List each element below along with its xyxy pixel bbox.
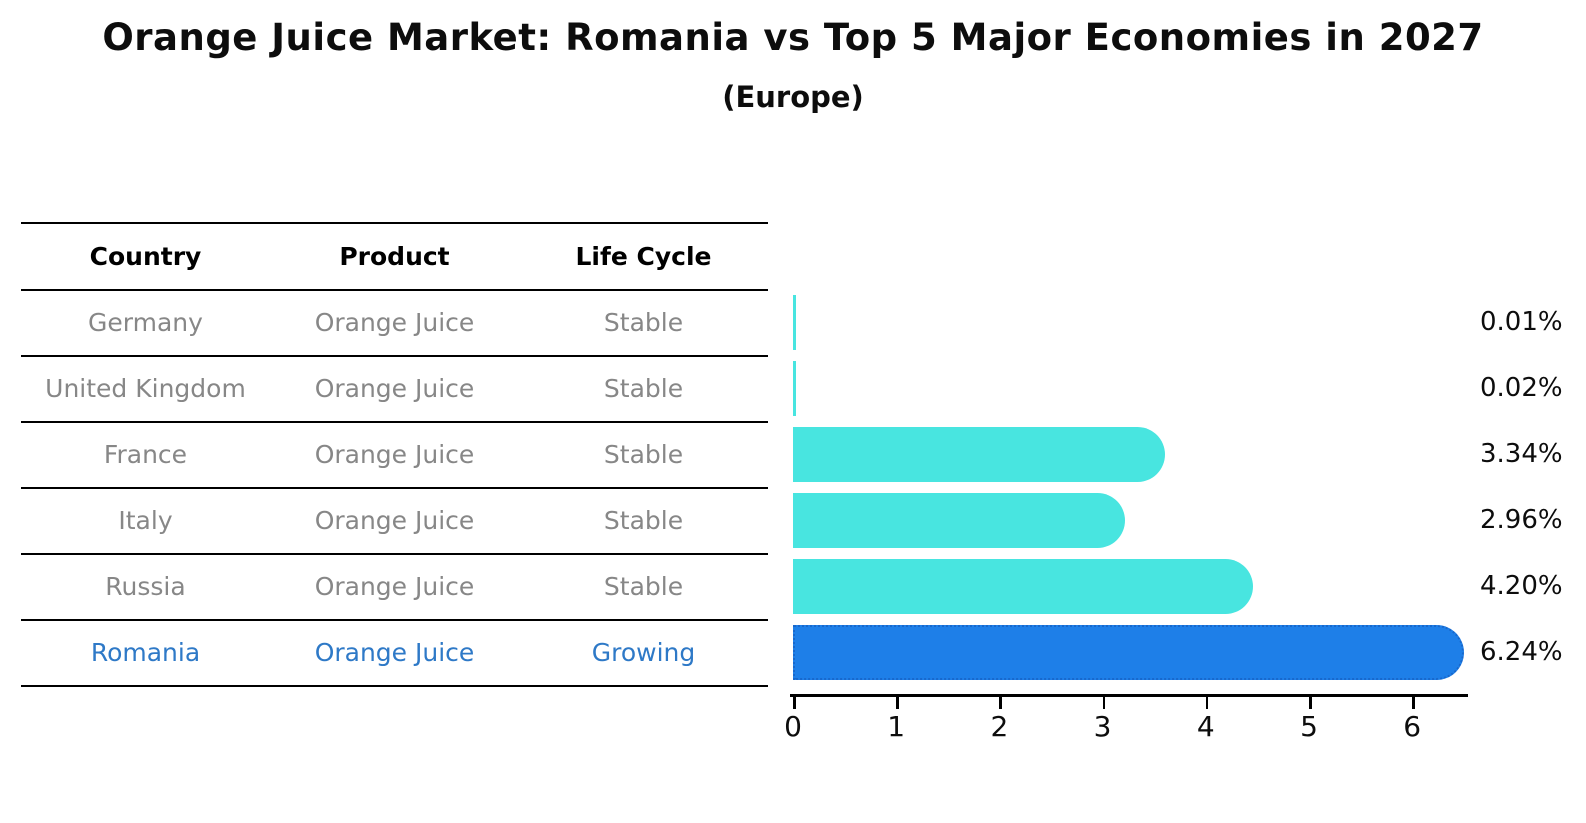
cell-life-cycle: Stable — [603, 440, 684, 469]
table-row: United Kingdom Orange Juice Stable — [21, 357, 768, 423]
cell-product: Orange Juice — [314, 374, 475, 403]
x-axis-tick — [999, 697, 1002, 709]
bar-value-label: 4.20% — [1480, 571, 1563, 601]
chart-subtitle: (Europe) — [722, 80, 864, 114]
x-axis-tick — [793, 697, 796, 709]
cell-life-cycle: Stable — [603, 308, 684, 337]
header-country: Country — [89, 241, 202, 271]
cell-country: Germany — [88, 308, 203, 337]
cell-life-cycle: Stable — [603, 506, 684, 535]
x-axis-tick-label: 4 — [1196, 710, 1215, 743]
x-axis-tick — [1102, 697, 1106, 709]
x-axis-tick-label: 1 — [887, 710, 906, 743]
bar-value-label: 0.01% — [1480, 307, 1563, 337]
x-axis-tick-label: 0 — [784, 710, 802, 743]
table-row: Germany Orange Juice Stable — [21, 291, 768, 357]
x-axis-tick-label: 6 — [1403, 710, 1422, 743]
x-axis-tick — [1309, 697, 1312, 709]
x-axis-line — [790, 694, 1468, 697]
bar-russia — [793, 558, 1254, 614]
chart-title: Orange Juice Market: Romania vs Top 5 Ma… — [102, 16, 1484, 59]
bar-value-label: 6.24% — [1480, 637, 1563, 667]
table-row: Russia Orange Juice Stable — [21, 555, 768, 621]
cell-country: Russia — [105, 572, 186, 601]
cell-product: Orange Juice — [314, 572, 475, 601]
x-axis-tick-label: 3 — [1093, 710, 1112, 743]
cell-country: France — [103, 440, 188, 469]
cell-life-cycle: Growing — [591, 638, 696, 667]
bar-italy — [793, 492, 1126, 548]
cell-product: Orange Juice — [314, 308, 475, 337]
bar-germany — [793, 294, 796, 350]
header-product: Product — [339, 241, 450, 271]
table-row-highlight: Romania Orange Juice Growing — [21, 621, 768, 687]
cell-life-cycle: Stable — [603, 572, 684, 601]
bar-united-kingdom — [793, 360, 796, 416]
cell-life-cycle: Stable — [603, 374, 684, 403]
bar-value-label: 0.02% — [1480, 373, 1563, 403]
x-axis-tick — [1205, 697, 1209, 709]
cell-product: Orange Juice — [314, 506, 475, 535]
table-header-row: Country Product Life Cycle — [21, 224, 768, 291]
country-table: Country Product Life Cycle Germany Orang… — [21, 222, 768, 687]
cell-country: United Kingdom — [45, 374, 246, 403]
x-axis-tick-label: 2 — [990, 710, 1009, 743]
bar-value-label: 3.34% — [1480, 439, 1563, 469]
bar-value-label: 2.96% — [1480, 505, 1563, 535]
bar-romania — [793, 624, 1464, 680]
table-row: France Orange Juice Stable — [21, 423, 768, 489]
x-axis-tick — [896, 697, 899, 709]
header-life-cycle: Life Cycle — [575, 241, 712, 271]
x-axis-tick — [1412, 697, 1415, 709]
cell-country: Romania — [90, 638, 201, 667]
cell-country: Italy — [118, 506, 173, 535]
x-axis-tick-label: 5 — [1300, 710, 1318, 743]
table-row: Italy Orange Juice Stable — [21, 489, 768, 555]
cell-product: Orange Juice — [314, 440, 475, 469]
bar-france — [793, 426, 1165, 482]
cell-product: Orange Juice — [314, 638, 475, 667]
